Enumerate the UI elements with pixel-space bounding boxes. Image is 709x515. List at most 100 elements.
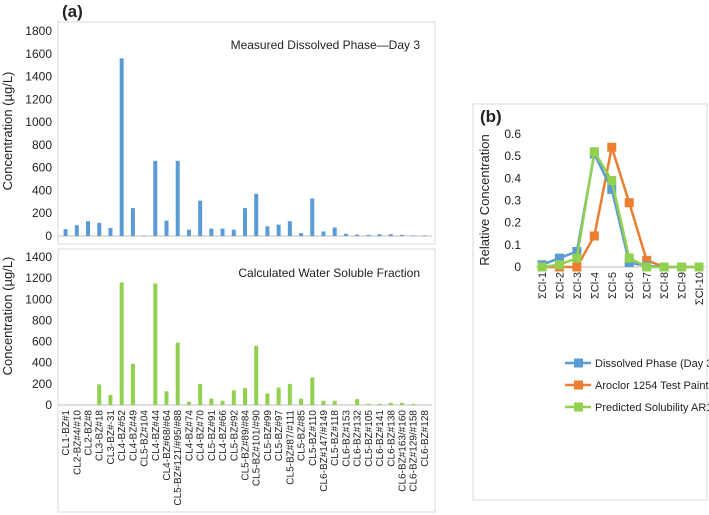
bottom-chart-x-labels: CL1-BZ#1 CL2-BZ#4/#10 CL2-BZ#8 CL3-BZ#18 CL3…	[61, 410, 431, 506]
bottom-chart-x-tick-label: CL4-BZ#74	[184, 410, 195, 462]
panel-b-marker	[659, 262, 669, 272]
bottom-chart-x-tick-label: CL5-BZ#105	[364, 410, 375, 467]
top-chart-bar	[175, 160, 180, 236]
panel-b-y-tick-label: 0.6	[504, 127, 521, 141]
panel-b-x-tick-label: ΣCl-2	[554, 272, 566, 299]
bottom-chart-bar	[108, 394, 113, 405]
bottom-chart-bar	[388, 402, 393, 405]
top-chart-bar	[287, 221, 292, 236]
bottom-chart-x-tick-label: CL4-BZ#52	[117, 410, 128, 462]
top-chart-bar	[377, 234, 382, 236]
bottom-chart-x-tick-label: CL6-BZ#128	[420, 410, 431, 467]
bottom-chart-x-tick-label: CL3-BZ#-31	[106, 410, 117, 465]
top-chart-y-tick-label: 600	[32, 161, 52, 175]
top-chart-bar	[119, 58, 124, 237]
bottom-chart-x-tick-label: CL5-BZ#97	[274, 410, 285, 462]
bottom-chart-bar	[130, 363, 135, 405]
bottom-chart-x-tick-label: CL5-BZ#91	[207, 410, 218, 462]
bottom-chart-x-tick-label: CL5-BZ#101/#90	[252, 410, 263, 487]
bottom-chart-bar	[198, 383, 203, 405]
bottom-chart-bar	[164, 391, 169, 405]
bottom-chart-x-tick-label: CL6-BZ#129/#158	[409, 410, 420, 492]
panel-b-marker	[554, 253, 564, 263]
bottom-chart-bar	[422, 404, 427, 405]
panel-b-series-line	[541, 148, 699, 269]
bottom-chart-y-tick-label: 400	[32, 356, 52, 370]
bottom-chart-x-tick-label: CL5-BZ#110	[308, 410, 319, 466]
top-chart-bar	[74, 225, 79, 236]
bottom-chart-bar	[254, 345, 259, 405]
panel-b-y-tick-label: 0.1	[504, 238, 521, 252]
top-chart-bar	[265, 226, 270, 236]
panel-b-x-tick-label: ΣCl-3	[572, 272, 584, 299]
top-chart-y-tick-label: 200	[32, 206, 52, 220]
panel-b-marker	[677, 262, 687, 272]
top-chart-bar	[108, 228, 113, 236]
top-chart-y-tick-label: 1800	[25, 24, 52, 38]
panel-b-x-tick-label: ΣCl-5	[607, 272, 619, 299]
panel-b-marker	[642, 262, 652, 272]
top-chart-bar	[153, 160, 158, 236]
bottom-chart-x-tick-label: CL5-BZ#89/#84	[241, 410, 252, 481]
panel-b-marker	[694, 262, 704, 272]
panel-b-marker	[642, 255, 652, 265]
panel-b-y-tick-label: 0.2	[504, 216, 521, 230]
top-chart-bar	[220, 228, 225, 236]
bottom-chart-title: Calculated Water Soluble Fraction	[238, 266, 420, 280]
panel-b-y-tick-label: 0	[514, 260, 521, 274]
top-chart-bar	[186, 229, 191, 236]
bottom-chart-bar	[209, 398, 214, 405]
top-chart-bar	[411, 235, 416, 236]
bottom-chart-y-tick-label: 1400	[25, 250, 52, 264]
top-chart-y-tick-label: 400	[32, 183, 52, 197]
top-chart-bar	[343, 233, 348, 236]
panel-b-series	[537, 142, 704, 272]
panel-b-y-tick-label: 0.3	[504, 194, 521, 208]
panel-b-x-labels: ΣCl-1 ΣCl-2 ΣCl-3 ΣCl-4 ΣCl-5 ΣCl-6 ΣCl-7 ΣCl-8…	[537, 272, 706, 305]
bottom-chart-bar	[299, 398, 304, 405]
bottom-chart-bar	[366, 403, 371, 405]
top-chart-bar	[388, 234, 393, 236]
panel-b-marker	[589, 231, 599, 241]
panel-b-x-tick-label: ΣCl-10	[694, 272, 706, 305]
top-chart-y-tick-label: 1600	[25, 47, 52, 61]
top-chart-bar	[332, 227, 337, 236]
bottom-chart-frame	[57, 248, 436, 513]
panel-b-y-axis: 0 0.1 0.2 0.3 0.4 0.5 0.6	[504, 127, 705, 274]
bottom-chart-x-tick-label: CL5-BZ#92	[229, 410, 240, 462]
bottom-chart-bar	[332, 400, 337, 405]
panel-a-label: (a)	[62, 2, 83, 21]
top-chart-bars	[63, 58, 427, 237]
legend-label: Predicted Solubility AR1254	[595, 402, 709, 414]
panel-b-x-tick-label: ΣCl-4	[589, 272, 601, 299]
top-chart-bar	[198, 200, 203, 236]
bottom-chart-x-tick-label: CL6-BZ#153	[341, 410, 352, 467]
bottom-chart-bar	[399, 402, 404, 405]
panel-b-marker	[589, 147, 599, 157]
bottom-chart-ylabel: Concentration (µg/L)	[0, 257, 15, 376]
top-chart-bar	[254, 193, 259, 236]
panel-b-marker	[572, 262, 582, 272]
bottom-chart-bars	[97, 282, 427, 405]
bottom-chart-y-tick-label: 200	[32, 377, 52, 391]
top-chart-bar	[243, 208, 247, 236]
legend-label: Aroclor 1254 Test Paint	[595, 380, 709, 392]
panel-b-y-tick-label: 0.5	[504, 149, 521, 163]
bottom-chart-x-tick-label: CL4-BZ#44	[151, 410, 162, 462]
top-chart-ylabel: Concentration (µg/L)	[0, 72, 15, 191]
bottom-chart-bar	[186, 401, 191, 405]
panel-b-label: (b)	[480, 107, 502, 126]
bottom-chart-bar	[355, 399, 360, 405]
top-chart-bar	[321, 231, 326, 236]
top-chart-bar	[142, 235, 147, 236]
bottom-chart-x-tick-label: CL5-BZ#104	[140, 410, 151, 467]
bottom-chart-bar	[321, 400, 326, 405]
top-chart-bar	[97, 222, 102, 236]
bottom-chart-y-tick-label: 1200	[25, 271, 52, 285]
top-chart-y-tick-label: 0	[45, 229, 52, 243]
bottom-chart-y-tick-label: 600	[32, 335, 52, 349]
bottom-chart-x-tick-label: CL2-BZ#4/#10	[72, 410, 83, 475]
panel-b-y-tick-label: 0.4	[504, 171, 521, 185]
bottom-chart-bar	[97, 384, 102, 405]
top-chart-bar	[276, 224, 281, 236]
